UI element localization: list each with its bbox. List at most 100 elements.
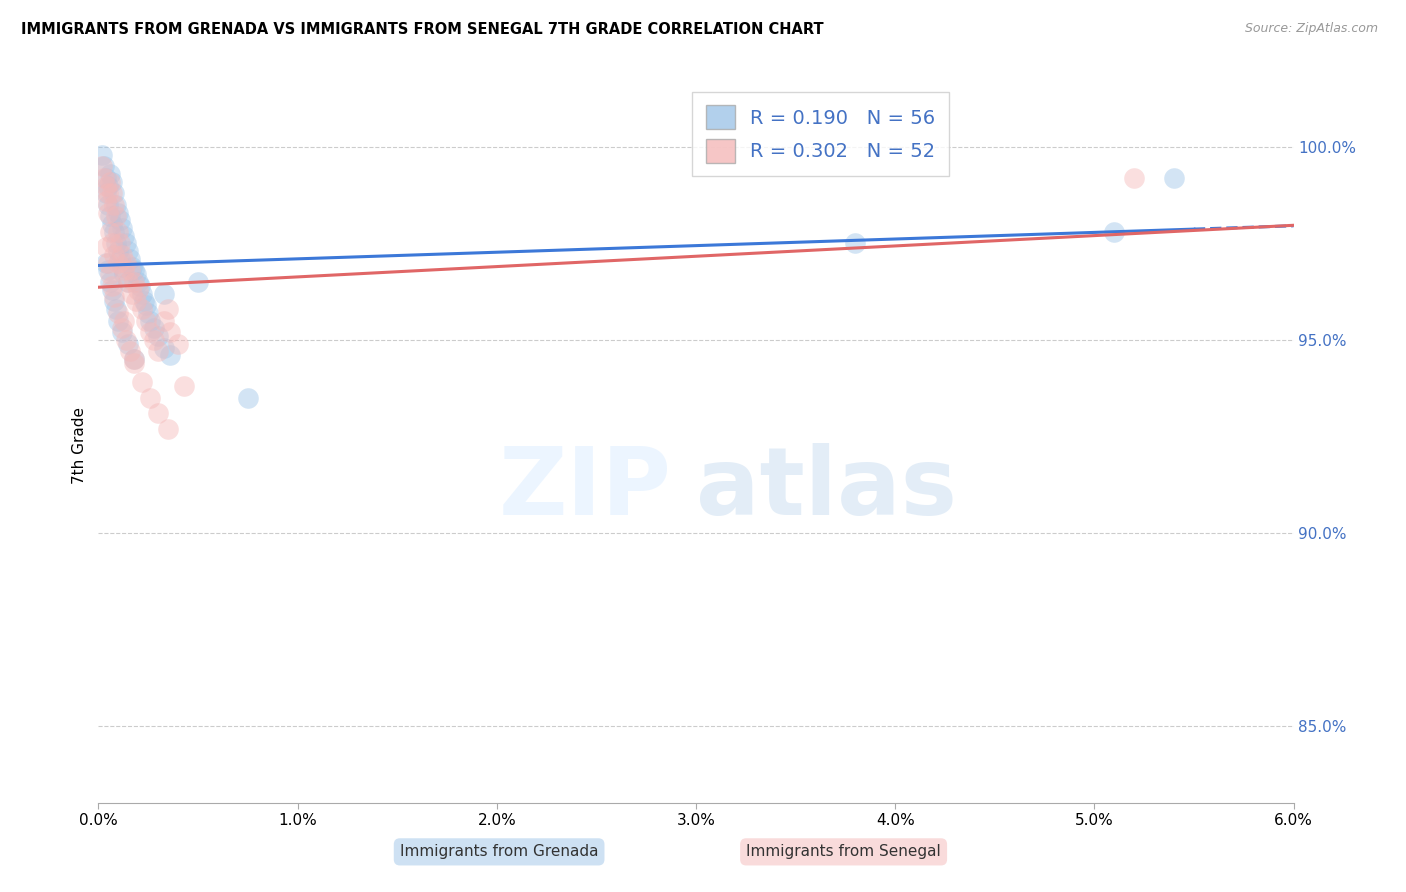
- Point: [125, 294, 148, 309]
- Point: [103, 198, 125, 212]
- Point: [101, 186, 124, 201]
- Point: [112, 313, 135, 327]
- Point: [96, 256, 118, 270]
- Point: [157, 422, 180, 436]
- Point: [98, 275, 122, 289]
- Point: [121, 286, 143, 301]
- Text: atlas: atlas: [696, 442, 957, 535]
- Point: [111, 325, 134, 339]
- Point: [127, 275, 149, 289]
- Point: [117, 275, 139, 289]
- Point: [97, 178, 120, 193]
- Point: [117, 336, 139, 351]
- Point: [93, 159, 115, 173]
- Text: IMMIGRANTS FROM GRENADA VS IMMIGRANTS FROM SENEGAL 7TH GRADE CORRELATION CHART: IMMIGRANTS FROM GRENADA VS IMMIGRANTS FR…: [21, 22, 824, 37]
- Point: [103, 294, 125, 309]
- Point: [96, 194, 118, 208]
- Point: [98, 225, 122, 239]
- Point: [110, 236, 132, 251]
- Point: [91, 159, 114, 173]
- Point: [115, 256, 138, 270]
- Point: [110, 252, 132, 266]
- Point: [97, 256, 120, 270]
- Point: [1123, 170, 1146, 185]
- Point: [121, 260, 143, 274]
- Point: [157, 301, 180, 316]
- Point: [148, 406, 170, 420]
- Point: [173, 379, 195, 393]
- Point: [105, 301, 128, 316]
- Point: [124, 352, 146, 367]
- Point: [98, 210, 122, 224]
- Point: [107, 256, 129, 270]
- Point: [98, 175, 122, 189]
- Point: [97, 205, 120, 219]
- Point: [120, 263, 142, 277]
- Point: [93, 170, 115, 185]
- Point: [103, 248, 125, 262]
- Point: [111, 260, 134, 274]
- Point: [159, 348, 181, 362]
- Point: [112, 263, 135, 277]
- Point: [159, 325, 181, 339]
- Point: [131, 301, 153, 316]
- Point: [153, 286, 176, 301]
- Point: [96, 170, 118, 185]
- Point: [124, 352, 146, 367]
- Point: [115, 333, 138, 347]
- Point: [1163, 170, 1185, 185]
- Point: [111, 321, 134, 335]
- Point: [96, 186, 118, 201]
- Point: [101, 279, 124, 293]
- Point: [129, 279, 152, 293]
- Point: [124, 275, 146, 289]
- Point: [112, 268, 135, 282]
- Point: [1102, 225, 1125, 239]
- Point: [98, 268, 122, 282]
- Point: [96, 178, 118, 193]
- Point: [844, 236, 866, 251]
- Point: [120, 344, 142, 359]
- Point: [143, 321, 166, 335]
- Point: [139, 391, 162, 405]
- Y-axis label: 7th Grade: 7th Grade: [72, 408, 87, 484]
- Point: [91, 148, 114, 162]
- Point: [110, 213, 132, 227]
- Point: [148, 344, 170, 359]
- Point: [107, 225, 129, 239]
- Point: [101, 175, 124, 189]
- Point: [153, 341, 176, 355]
- Text: Immigrants from Grenada: Immigrants from Grenada: [399, 845, 599, 859]
- Point: [103, 225, 125, 239]
- Point: [97, 198, 120, 212]
- Point: [134, 294, 156, 309]
- Point: [136, 306, 159, 320]
- Point: [153, 313, 176, 327]
- Point: [131, 286, 153, 301]
- Point: [135, 313, 157, 327]
- Point: [103, 186, 125, 201]
- Point: [187, 275, 209, 289]
- Point: [97, 263, 120, 277]
- Point: [131, 376, 153, 390]
- Point: [107, 306, 129, 320]
- Point: [120, 252, 142, 266]
- Point: [167, 336, 190, 351]
- Text: Immigrants from Senegal: Immigrants from Senegal: [747, 845, 941, 859]
- Point: [105, 198, 128, 212]
- Point: [117, 244, 139, 259]
- Point: [97, 186, 120, 201]
- Point: [107, 313, 129, 327]
- Text: ZIP: ZIP: [499, 442, 672, 535]
- Point: [105, 236, 128, 251]
- Point: [124, 263, 146, 277]
- Point: [105, 210, 128, 224]
- Point: [107, 244, 129, 259]
- Point: [107, 205, 129, 219]
- Point: [96, 240, 118, 254]
- Point: [111, 248, 134, 262]
- Point: [139, 313, 162, 327]
- Point: [143, 333, 166, 347]
- Point: [124, 356, 146, 370]
- Point: [101, 283, 124, 297]
